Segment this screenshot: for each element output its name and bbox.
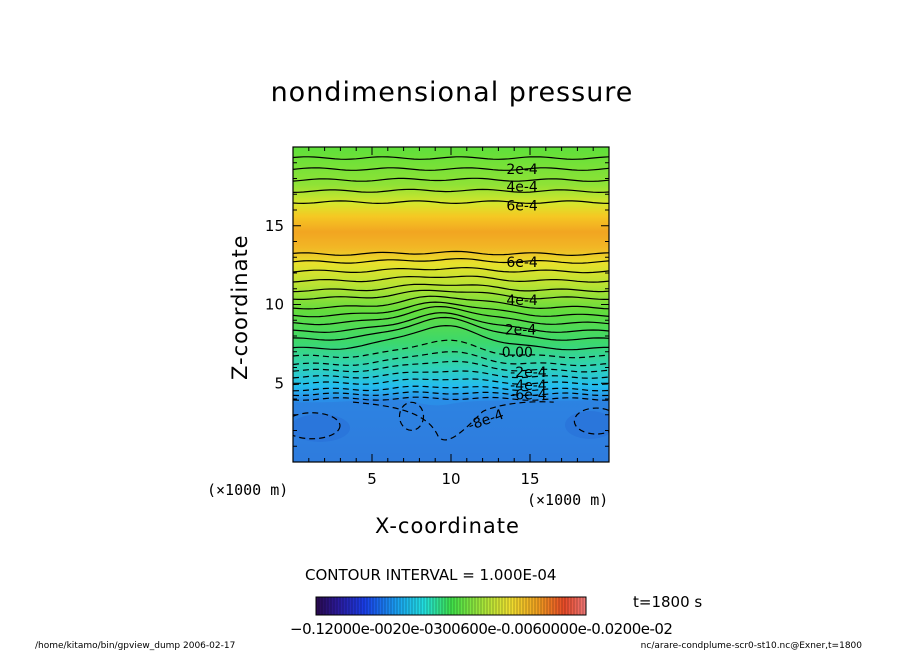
contour-line-dashed [293, 351, 609, 367]
y-tick-label: 5 [274, 374, 284, 392]
contour-line [293, 275, 609, 283]
x-tick-label: 10 [441, 470, 460, 488]
contour-lines-dashed [293, 339, 609, 441]
contour-line [293, 188, 609, 194]
contour-label: -2e-4 [510, 365, 547, 381]
contour-interval-text: CONTOUR INTERVAL = 1.000E-04 [305, 566, 557, 584]
contour-line [293, 316, 609, 341]
contour-label: -4e-4 [510, 378, 547, 394]
contour-line [293, 266, 609, 274]
contour-line-dashed [293, 391, 609, 397]
contour-closed-low [398, 401, 425, 431]
x-axis-label: X-coordinate [375, 514, 520, 538]
x-axis-unit-left: (×1000 m) [207, 481, 289, 499]
colorbar-tick-labels: −0.12000e-0020e-0300600e-0.0060000e-0.02… [290, 620, 673, 638]
contour-line-dashed [293, 339, 609, 359]
contour-line [293, 289, 609, 300]
contour-line [293, 305, 609, 326]
time-label: t=1800 s [633, 593, 703, 611]
x-tick-label: 15 [520, 470, 539, 488]
color-field [293, 147, 609, 462]
x-tick-label: 5 [367, 470, 377, 488]
contour-line [293, 257, 609, 264]
y-tick-label: 10 [265, 296, 284, 314]
contour-line [293, 200, 609, 205]
contour-label: 4e-4 [506, 179, 538, 195]
contour-line [293, 283, 609, 293]
contour-label: 2e-4 [506, 162, 538, 178]
contour-line [293, 250, 609, 257]
contour-lines-solid [293, 156, 609, 351]
contour-line-dashed [293, 385, 609, 392]
contour-line [293, 167, 609, 171]
contour-line-dashed [352, 401, 554, 441]
contour-label: 0.00 [502, 345, 533, 361]
contour-line-dashed [293, 378, 609, 386]
chart-title: nondimensional pressure [270, 77, 634, 108]
contour-line-dashed [293, 370, 609, 379]
contour-label: 4e-4 [506, 293, 538, 309]
contour-label: 6e-4 [506, 198, 538, 214]
contour-line [293, 156, 609, 160]
contour-label: -6e-4 [510, 387, 547, 403]
contour-label: 2e-4 [505, 323, 537, 339]
colorbar [315, 596, 587, 616]
contour-line [293, 301, 609, 318]
contour-closed-low [573, 407, 609, 435]
contour-labels: 2e-44e-46e-46e-44e-42e-40.00-2e-4-4e-4-6… [466, 162, 547, 434]
axis-tick-labels: 5 10 15 5 10 15 [265, 217, 540, 488]
contour-line [293, 312, 609, 334]
contour-line-dashed [293, 396, 609, 401]
contour-line [293, 295, 609, 310]
contour-label: 6e-4 [506, 255, 538, 271]
x-axis-unit-right: (×1000 m) [527, 491, 609, 509]
footer-right-text: nc/arare-condplume-scr0-st10.nc@Exner,t=… [640, 641, 862, 651]
contour-line [293, 177, 609, 182]
contour-closed-low [293, 412, 341, 440]
y-axis-label: Z-coordinate [228, 234, 252, 380]
y-tick-label: 15 [265, 217, 284, 235]
axis-ticks [293, 147, 609, 462]
footer-left-text: /home/kitamo/bin/gpview_dump 2006-02-17 [35, 641, 236, 651]
contour-line-dashed [293, 360, 609, 373]
contour-line [293, 324, 609, 351]
